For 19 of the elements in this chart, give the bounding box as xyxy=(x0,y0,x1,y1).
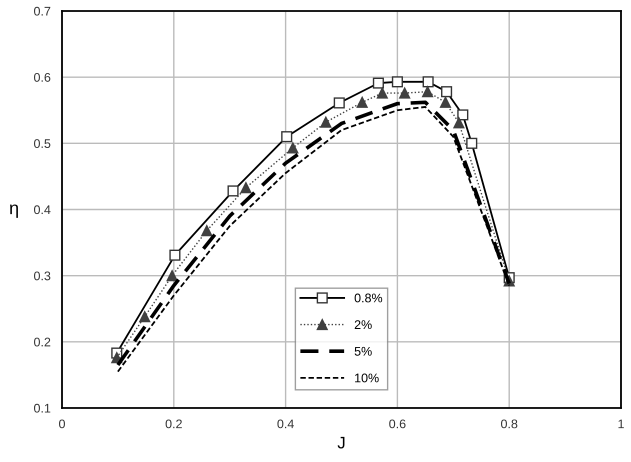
y-tick-label: 0.6 xyxy=(34,72,50,82)
y-tick-label: 0.4 xyxy=(34,205,51,214)
legend-label: 0.8% xyxy=(354,294,382,302)
y-tick-label: 0.3 xyxy=(34,271,50,280)
y-tick-label: 0.1 xyxy=(34,404,50,413)
y-tick-label: 0.7 xyxy=(34,6,50,16)
x-tick-label: 0.8 xyxy=(501,419,518,428)
x-tick-label: 0.4 xyxy=(277,419,294,428)
x-tick-label: 0.2 xyxy=(166,419,182,428)
y-tick-label: 0.5 xyxy=(34,139,50,148)
legend-label: 2% xyxy=(354,320,372,330)
y-tick-label: 0.2 xyxy=(34,338,50,346)
x-axis-title: J xyxy=(338,436,344,449)
legend-label: 10% xyxy=(355,374,379,382)
y-axis-title: η xyxy=(10,204,18,218)
x-tick-label: 1 xyxy=(618,420,624,428)
x-tick-label: 0.6 xyxy=(389,419,406,428)
legend-label: 5% xyxy=(354,346,372,356)
x-tick-label: 0 xyxy=(59,419,65,428)
